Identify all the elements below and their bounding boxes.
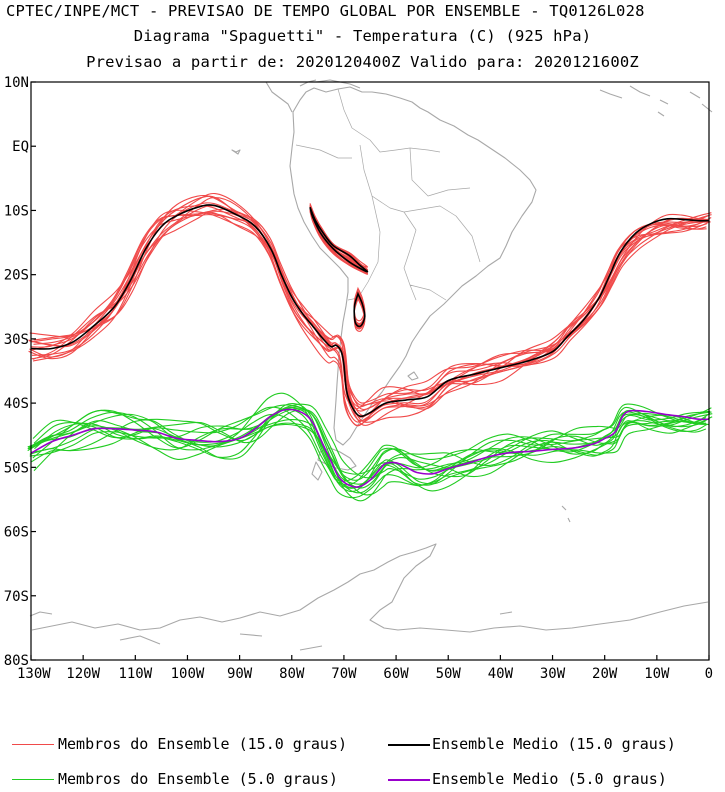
member-5-curve-3-11 [28, 413, 707, 485]
ensemble-members-layer [27, 192, 713, 502]
y-tick-label: 80S [4, 653, 29, 669]
member-15-curve-0-4 [28, 192, 708, 426]
member-15-curve-0-8 [32, 205, 712, 427]
x-tick-label: 90W [227, 666, 253, 682]
mean-5-curve-3 [30, 408, 710, 488]
x-tick-label: 100W [171, 666, 205, 682]
member-5-curve-3-13 [27, 403, 707, 489]
y-tick-label: 60S [4, 525, 29, 541]
member-5-curve-3-9 [31, 413, 709, 499]
x-tick-label: 20W [592, 666, 618, 682]
member-5-curve-3-10 [29, 419, 708, 485]
chart-title-line2: Diagrama "Spaguetti" - Temperatura (C) (… [133, 27, 592, 45]
member-15-curve-0-12 [31, 209, 710, 410]
country-borders [295, 88, 481, 301]
legend-label-mean-15: Ensemble Medio (15.0 graus) [432, 735, 676, 753]
ensemble-means-layer [30, 204, 710, 488]
south-america-coastline [289, 86, 537, 446]
legend-swatch-mean-5 [388, 779, 430, 781]
y-tick-label: 10S [4, 203, 29, 219]
x-tick-label: 70W [331, 666, 357, 682]
x-tick-label: 50W [436, 666, 462, 682]
member-5-curve-3-12 [27, 403, 706, 480]
member-5-curve-3-6 [34, 408, 713, 486]
member-15-curve-0-9 [33, 202, 712, 423]
central-america-coastline [265, 79, 361, 113]
x-tick-label: 30W [540, 666, 566, 682]
chart-title-line1: CPTEC/INPE/MCT - PREVISAO DE TEMPO GLOBA… [6, 2, 645, 20]
member-5-curve-3-4 [32, 407, 712, 493]
plot-frame [30, 81, 710, 661]
tierra-del-fuego [317, 447, 357, 471]
x-tick-label: 0 [705, 666, 713, 682]
coastline-map [29, 79, 713, 651]
mean-15-curve-0 [30, 204, 710, 418]
legend-label-members-5: Membros do Ensemble (5.0 graus) [58, 770, 338, 788]
x-tick-label: 10W [644, 666, 670, 682]
member-5-curve-3-0 [27, 408, 707, 496]
member-15-curve-0-10 [33, 194, 712, 410]
member-5-curve-3-2 [29, 406, 709, 502]
x-tick-label: 130W [17, 666, 51, 682]
x-tick-label: 80W [279, 666, 305, 682]
x-tick-label: 110W [118, 666, 152, 682]
legend-label-members-15: Membros do Ensemble (15.0 graus) [58, 735, 347, 753]
x-tick-label: 40W [488, 666, 514, 682]
y-tick-label: 70S [4, 589, 29, 605]
member-15-curve-0-1 [29, 210, 708, 404]
legend-swatch-members-15 [12, 744, 54, 745]
member-15-curve-0-3 [28, 197, 707, 417]
antarctica-coastline [31, 543, 709, 633]
y-tick-label: 40S [4, 396, 29, 412]
member-15-curve-0-7 [31, 211, 711, 422]
member-15-curve-0-6 [30, 195, 710, 418]
mean-15-curve-1 [309, 206, 369, 273]
x-tick-label: 60W [383, 666, 409, 682]
member-5-curve-3-5 [33, 403, 713, 492]
y-tick-label: EQ [12, 139, 29, 155]
member-15-curve-0-11 [32, 205, 711, 426]
member-15-curve-0-2 [28, 208, 707, 423]
y-tick-label: 10N [4, 75, 29, 91]
member-5-curve-3-8 [32, 406, 711, 482]
legend-label-mean-5: Ensemble Medio (5.0 graus) [432, 770, 667, 788]
member-15-curve-1-7 [309, 208, 368, 272]
x-tick-label: 120W [66, 666, 100, 682]
y-tick-label: 50S [4, 460, 29, 476]
chart-title-line3: Previsao a partir de: 2020120400Z Valido… [86, 53, 639, 71]
y-tick-label: 20S [4, 268, 29, 284]
member-15-curve-0-13 [30, 212, 709, 412]
member-15-curve-0-5 [29, 195, 709, 411]
legend-swatch-mean-15 [388, 744, 430, 746]
legend-swatch-members-5 [12, 779, 54, 780]
mean-15-curve-2 [353, 291, 366, 328]
y-tick-label: 30S [4, 332, 29, 348]
member-15-curve-0-0 [30, 214, 709, 409]
